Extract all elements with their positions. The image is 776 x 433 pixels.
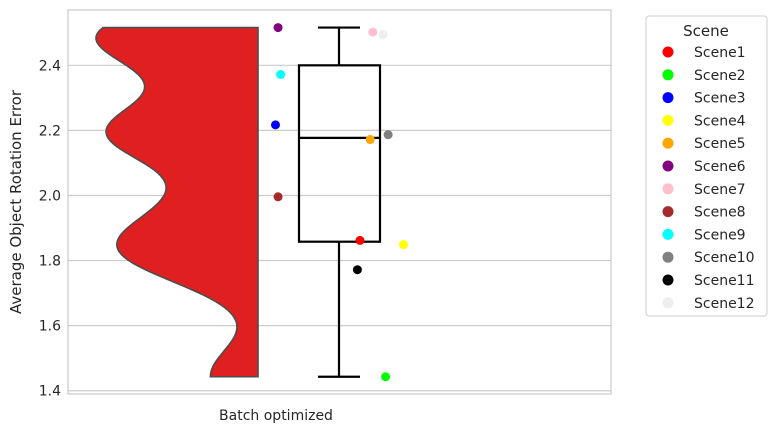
legend-title: Scene xyxy=(683,22,729,40)
legend-label-scene4: Scene4 xyxy=(694,113,746,129)
legend-marker-scene7 xyxy=(662,183,674,195)
y-tick-label: 2.2 xyxy=(39,123,61,139)
y-tick-labels: 1.4 1.6 1.8 2.0 2.2 2.4 xyxy=(39,58,61,399)
point-scene7 xyxy=(368,27,378,37)
box-iqr xyxy=(297,64,382,243)
legend-frame xyxy=(645,15,768,317)
legend-label-scene11: Scene11 xyxy=(694,273,755,289)
legend-marker-scene8 xyxy=(662,206,674,218)
legend-label-scene10: Scene10 xyxy=(694,250,755,266)
legend-label-scene9: Scene9 xyxy=(694,227,746,243)
legend-marker-scene4 xyxy=(662,114,674,126)
legend-marker-scene3 xyxy=(662,92,674,104)
legend-label-scene3: Scene3 xyxy=(694,91,746,107)
point-scene3 xyxy=(271,120,280,130)
y-tick-label: 1.8 xyxy=(39,254,61,270)
legend: Scene Scene1Scene2Scene3Scene4Scene5Scen… xyxy=(645,15,768,317)
legend-label-scene2: Scene2 xyxy=(694,68,746,84)
point-scene9 xyxy=(276,69,286,79)
point-scene11 xyxy=(352,265,362,275)
legend-marker-scene5 xyxy=(662,137,674,149)
x-tick-label: Batch optimized xyxy=(219,408,333,424)
y-tick-label: 1.6 xyxy=(39,319,61,335)
legend-items: Scene1 Scene2 Scene3 Scene4 Scene5 Scene6 Scen… xyxy=(662,45,755,312)
x-tick-labels: Batch optimized xyxy=(219,408,333,424)
point-scene10 xyxy=(383,130,393,140)
violin-layer xyxy=(95,26,259,378)
points-layer xyxy=(271,23,408,382)
legend-label-scene7: Scene7 xyxy=(694,182,746,198)
point-scene8 xyxy=(273,192,283,202)
point-scene12 xyxy=(378,29,388,39)
legend-marker-scene6 xyxy=(662,160,674,172)
point-scene5 xyxy=(365,135,375,145)
box-layer xyxy=(297,26,382,378)
legend-marker-scene2 xyxy=(662,69,674,81)
legend-marker-scene9 xyxy=(662,228,674,240)
y-tick-label: 2.4 xyxy=(39,58,61,74)
legend-marker-scene10 xyxy=(662,251,674,263)
legend-label-scene6: Scene6 xyxy=(694,159,746,175)
legend-marker-scene1 xyxy=(662,46,674,58)
legend-marker-scene11 xyxy=(662,274,674,286)
y-axis-title: Average Object Rotation Error xyxy=(7,89,25,314)
y-tick-label: 1.4 xyxy=(39,384,61,400)
plot-frame xyxy=(67,9,612,395)
point-scene1 xyxy=(355,235,365,245)
legend-label-scene5: Scene5 xyxy=(694,136,746,152)
point-scene6 xyxy=(273,23,283,33)
violin xyxy=(95,26,259,378)
point-scene4 xyxy=(399,240,408,250)
legend-marker-scene12 xyxy=(662,297,674,309)
y-tick-label: 2.0 xyxy=(39,188,61,204)
legend-label-scene12: Scene12 xyxy=(694,296,755,312)
legend-label-scene1: Scene1 xyxy=(694,45,746,61)
legend-label-scene8: Scene8 xyxy=(694,205,746,221)
point-scene2 xyxy=(381,372,391,382)
